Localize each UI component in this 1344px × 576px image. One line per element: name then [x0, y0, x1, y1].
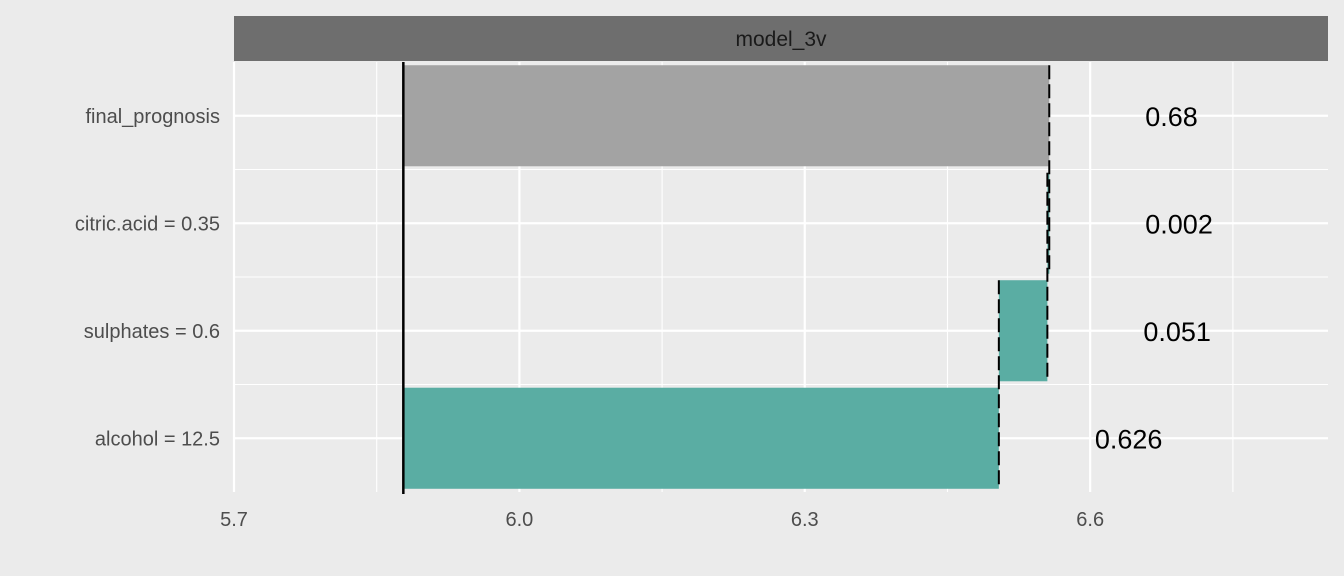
value-label-1: 0.002 — [1145, 209, 1213, 239]
x-tick-label-3: 6.6 — [1076, 509, 1104, 531]
y-tick-label-0: final_prognosis — [85, 106, 220, 128]
facet-title: model_3v — [735, 28, 827, 51]
x-tick-label-2: 6.3 — [791, 509, 819, 531]
value-labels: 0.68 0.002 0.051 0.626 — [1095, 102, 1213, 455]
bar-0 — [403, 65, 1050, 167]
y-tick-label-2: sulphates = 0.6 — [84, 321, 220, 343]
y-tick-label-3: alcohol = 12.5 — [95, 428, 220, 450]
value-label-2: 0.051 — [1143, 317, 1211, 347]
bars — [402, 62, 1051, 494]
y-tick-label-1: citric.acid = 0.35 — [75, 213, 220, 235]
x-axis: 5.7 6.0 6.3 6.6 — [220, 509, 1104, 531]
y-axis: final_prognosis citric.acid = 0.35 sulphat… — [75, 106, 220, 451]
value-label-3: 0.626 — [1095, 424, 1163, 454]
x-tick-label-1: 6.0 — [505, 509, 533, 531]
bar-3 — [403, 387, 999, 489]
x-tick-label-0: 5.7 — [220, 509, 248, 531]
value-label-0: 0.68 — [1145, 102, 1198, 132]
facet-strip — [234, 16, 1328, 61]
bar-2 — [998, 280, 1048, 382]
